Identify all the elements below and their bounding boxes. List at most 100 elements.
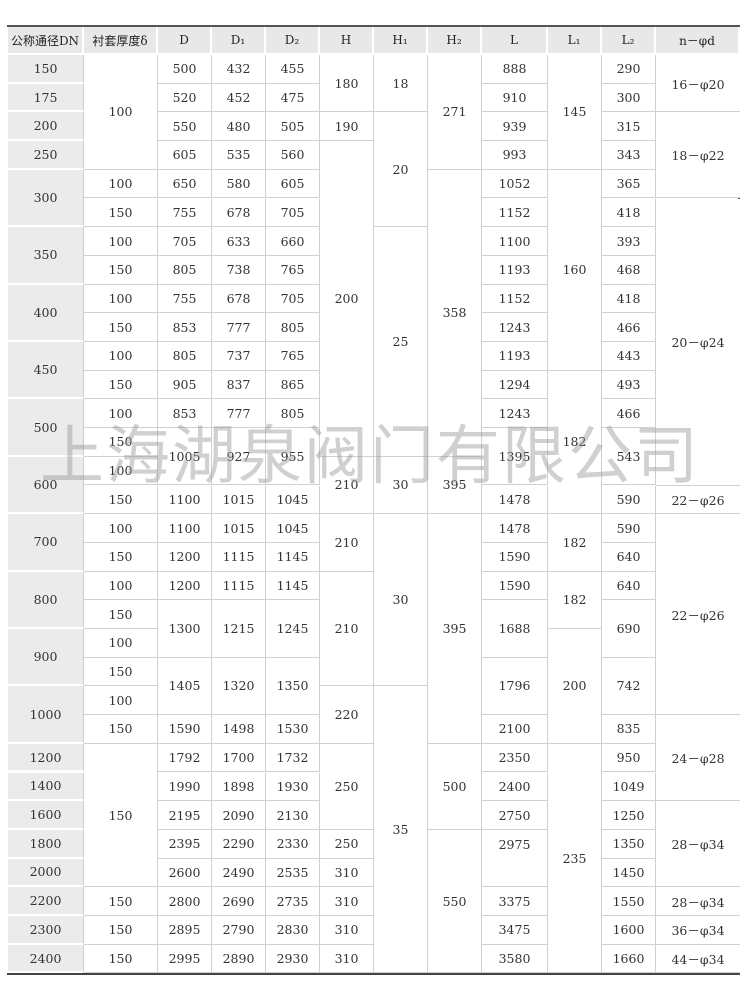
table-cell-delta: 150 (84, 715, 158, 744)
column-header-L1: L₁ (548, 27, 602, 55)
table-cell-D: 605 (158, 141, 212, 170)
table-cell-delta: 100 (84, 456, 158, 486)
table-cell-L2: 443 (602, 342, 656, 371)
table-cell-L2: 468 (602, 255, 656, 285)
table-cell-H: 220 (320, 686, 374, 744)
table-cell-L: 1688 (482, 600, 548, 658)
column-header-L: L (482, 27, 548, 55)
table-cell-H1: 20 (374, 112, 428, 228)
table-cell-H: 210 (320, 456, 374, 515)
table-cell-D: 2395 (158, 829, 212, 859)
table-cell-L2: 315 (602, 112, 656, 142)
table-cell-H: 250 (320, 829, 374, 859)
table-cell-nd: 20－φ24 (656, 198, 740, 486)
table-cell-L: 1478 (482, 514, 548, 543)
table-cell-H: 310 (320, 916, 374, 945)
row-header-dn: 150 (8, 55, 84, 84)
table-cell-L2: 1250 (602, 801, 656, 830)
table-cell-L1: 182 (548, 571, 602, 629)
table-cell-nd: 16－φ20 (656, 55, 740, 113)
table-cell-nd: 36－φ34 (656, 916, 740, 945)
table-cell-delta: 150 (84, 542, 158, 572)
table-cell-L: 910 (482, 83, 548, 113)
table-cell-L: 1100 (482, 227, 548, 256)
table-cell-D: 853 (158, 399, 212, 429)
table-cell-H: 190 (320, 112, 374, 142)
table-cell-D2: 1245 (266, 600, 320, 658)
column-header-delta: 衬套厚度δ (84, 27, 158, 55)
table-cell-D1: 580 (212, 169, 266, 199)
table-cell-L: 1478 (482, 485, 548, 515)
table-cell-L2: 543 (602, 428, 656, 486)
table-cell-delta: 150 (84, 313, 158, 342)
table-cell-D: 905 (158, 370, 212, 400)
table-cell-delta: 100 (84, 514, 158, 543)
table-cell-L1: 235 (548, 743, 602, 974)
column-header-D2: D₂ (266, 27, 320, 55)
table-cell-L2: 300 (602, 83, 656, 113)
table-cell-H2: 500 (428, 743, 482, 830)
table-cell-delta: 150 (84, 743, 158, 888)
table-cell-D1: 1015 (212, 485, 266, 515)
row-header-dn: 1000 (8, 686, 84, 744)
table-cell-H: 210 (320, 514, 374, 572)
column-header-H: H (320, 27, 374, 55)
table-cell-L2: 690 (602, 600, 656, 658)
table-cell-D1: 2090 (212, 801, 266, 830)
table-cell-D: 1005 (158, 428, 212, 486)
table-cell-D1: 2890 (212, 944, 266, 974)
table-cell-H1: 30 (374, 514, 428, 687)
table-cell-D1: 777 (212, 313, 266, 342)
table-cell-D2: 805 (266, 399, 320, 429)
table-cell-D1: 837 (212, 370, 266, 400)
table-cell-D1: 452 (212, 83, 266, 113)
table-cell-D2: 1530 (266, 715, 320, 744)
row-header-dn: 2400 (8, 944, 84, 974)
table-cell-L: 993 (482, 141, 548, 170)
row-header-dn: 2000 (8, 858, 84, 888)
table-cell-delta: 150 (84, 428, 158, 457)
table-cell-D: 853 (158, 313, 212, 342)
column-header-H2: H₂ (428, 27, 482, 55)
table-cell-L2: 1450 (602, 858, 656, 888)
table-cell-D: 1200 (158, 542, 212, 572)
table-cell-nd: 44－φ34 (656, 944, 740, 974)
table-cell-D1: 1215 (212, 600, 266, 658)
table-cell-delta: 100 (84, 342, 158, 371)
table-cell-D: 805 (158, 342, 212, 371)
row-header-dn: 1800 (8, 829, 84, 859)
table-cell-nd: 22－φ26 (656, 485, 740, 515)
table-cell-delta: 100 (84, 284, 158, 314)
table-cell-H2: 395 (428, 456, 482, 515)
table-cell-L2: 418 (602, 284, 656, 314)
column-header-D: D (158, 27, 212, 55)
row-header-dn: 1200 (8, 743, 84, 773)
row-header-dn: 1400 (8, 772, 84, 802)
table-cell-L1: 182 (548, 514, 602, 572)
table-cell-D1: 678 (212, 198, 266, 228)
table-cell-L2: 640 (602, 571, 656, 601)
table-cell-L: 1395 (482, 428, 548, 486)
table-cell-L: 939 (482, 112, 548, 142)
table-cell-L2: 1660 (602, 944, 656, 974)
table-cell-D: 2600 (158, 858, 212, 888)
table-cell-D1: 678 (212, 284, 266, 314)
row-header-dn: 1600 (8, 801, 84, 830)
table-cell-D2: 2830 (266, 916, 320, 945)
table-cell-L: 2100 (482, 715, 548, 744)
table-cell-D: 1200 (158, 571, 212, 601)
table-cell-D1: 633 (212, 227, 266, 256)
table-cell-D2: 1045 (266, 514, 320, 543)
table-cell-L2: 742 (602, 657, 656, 716)
table-cell-L2: 466 (602, 399, 656, 429)
table-cell-D: 2800 (158, 887, 212, 916)
row-header-dn: 2300 (8, 916, 84, 945)
table-cell-D: 1405 (158, 657, 212, 716)
table-cell-L: 1193 (482, 342, 548, 371)
table-cell-L: 1243 (482, 313, 548, 342)
row-header-dn: 700 (8, 514, 84, 572)
table-cell-D2: 865 (266, 370, 320, 400)
table-cell-delta: 100 (84, 571, 158, 601)
table-cell-nd: 24－φ28 (656, 715, 740, 802)
